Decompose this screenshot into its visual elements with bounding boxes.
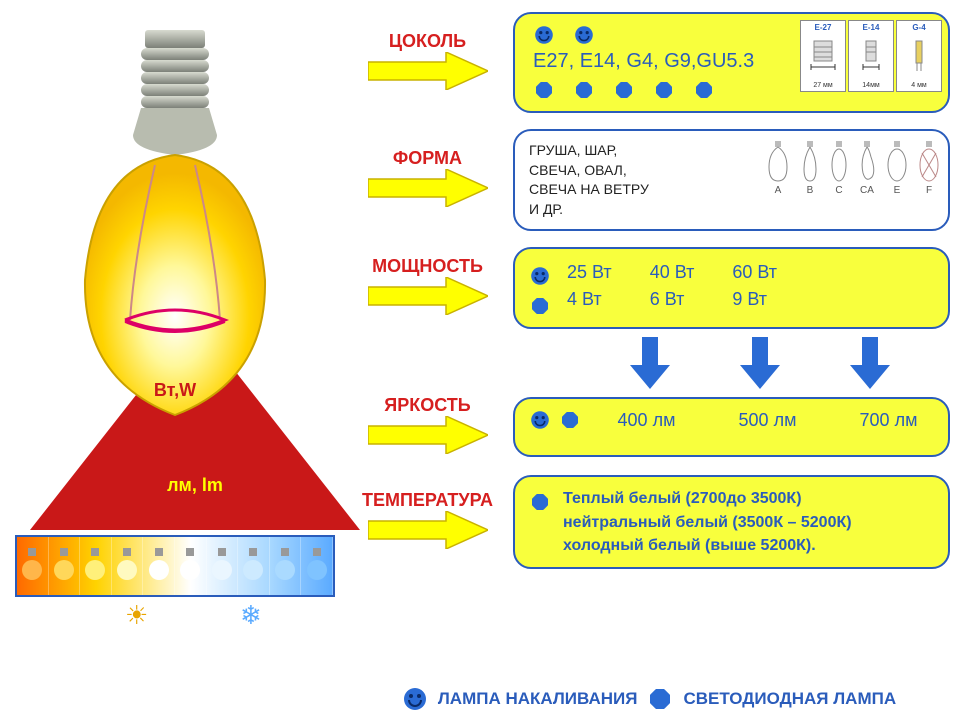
row-shape: ФОРМА ГРУША, ШАР, СВЕЧА, ОВАЛ, СВЕЧА НА … (350, 129, 950, 231)
arrow-down-icon (850, 337, 890, 389)
sun-icon: ☀ (125, 600, 148, 631)
arrow-right-icon (368, 169, 488, 207)
led-icon (531, 298, 549, 316)
led-icon (531, 494, 549, 512)
temperature-text: Теплый белый (2700до 3500К) нейтральный … (563, 487, 852, 557)
temperature-card: Теплый белый (2700до 3500К) нейтральный … (513, 475, 950, 569)
legend: ЛАМПА НАКАЛИВАНИЯ СВЕТОДИОДНАЯ ЛАМПА (350, 688, 950, 710)
led-icon (655, 81, 673, 99)
arrow-right-icon (368, 511, 488, 549)
incandescent-icon (404, 688, 426, 710)
incandescent-icon (531, 268, 549, 286)
legend-led: СВЕТОДИОДНАЯ ЛАМПА (683, 689, 896, 709)
power-col-3: 60 Вт 9 Вт (732, 259, 777, 313)
thumb-e14: E-14 14мм (848, 20, 894, 92)
led-icon (535, 81, 553, 99)
power-col-2: 40 Вт 6 Вт (650, 259, 695, 313)
info-rows: ЦОКОЛЬ Е27, Е14, G4, G9,GU5.3 E-27 27 м (350, 12, 950, 585)
shape-text: ГРУША, ШАР, СВЕЧА, ОВАЛ, СВЕЧА НА ВЕТРУ … (529, 141, 669, 219)
incandescent-icon (575, 26, 593, 44)
led-icon (575, 81, 593, 99)
socket-card: Е27, Е14, G4, G9,GU5.3 E-27 27 мм E-14 1… (513, 12, 950, 113)
arrow-down-icon (630, 337, 670, 389)
bulb-wrap: Вт,W лм, lm (35, 20, 315, 420)
thumb-g4: G-4 4 мм (896, 20, 942, 92)
shape-card: ГРУША, ШАР, СВЕЧА, ОВАЛ, СВЕЧА НА ВЕТРУ … (513, 129, 950, 231)
led-icon (649, 688, 671, 710)
arrow-down-icon (740, 337, 780, 389)
down-arrows (350, 337, 800, 389)
arrow-right-icon (368, 52, 488, 90)
power-col-1: 25 Вт 4 Вт (567, 259, 612, 313)
legend-incandescent: ЛАМПА НАКАЛИВАНИЯ (438, 689, 638, 709)
shape-thumbs: A B C CA E F (766, 139, 940, 196)
led-icon (561, 412, 579, 430)
incandescent-icon (535, 26, 553, 44)
arrow-right-icon (368, 416, 488, 454)
shape-label: ФОРМА (350, 148, 505, 169)
incandescent-icon (531, 412, 549, 430)
color-temperature-strip (15, 535, 335, 597)
led-icon (615, 81, 633, 99)
socket-thumbs: E-27 27 мм E-14 14мм G-4 4 мм (800, 20, 942, 92)
row-socket: ЦОКОЛЬ Е27, Е14, G4, G9,GU5.3 E-27 27 м (350, 12, 950, 113)
power-label: МОЩНОСТЬ (350, 256, 505, 277)
thumb-e27: E-27 27 мм (800, 20, 846, 92)
brightness-val: 700 лм (860, 410, 918, 431)
led-icon (695, 81, 713, 99)
arrow-right-icon (368, 277, 488, 315)
snowflake-icon: ❄ (240, 600, 262, 631)
row-brightness: ЯРКОСТЬ 400 лм 500 лм 700 лм (350, 395, 950, 459)
lumen-label: лм, lm (35, 475, 355, 496)
left-illustration: Вт,W лм, lm ☀ ❄ (10, 20, 340, 420)
row-temperature: ТЕМПЕРАТУРА Теплый белый (2700до 3500К) … (350, 475, 950, 569)
watt-label: Вт,W (35, 380, 315, 401)
row-power: МОЩНОСТЬ 25 Вт 4 Вт 40 Вт 6 Вт (350, 247, 950, 329)
strip-icons: ☀ ❄ (15, 600, 335, 630)
brightness-label: ЯРКОСТЬ (350, 395, 505, 416)
brightness-val: 500 лм (739, 410, 797, 431)
lightbulb-illustration (35, 20, 315, 420)
temperature-label: ТЕМПЕРАТУРА (350, 490, 505, 511)
socket-label: ЦОКОЛЬ (350, 31, 505, 52)
brightness-card: 400 лм 500 лм 700 лм (513, 397, 950, 457)
power-card: 25 Вт 4 Вт 40 Вт 6 Вт 60 Вт 9 Вт (513, 247, 950, 329)
brightness-val: 400 лм (618, 410, 676, 431)
